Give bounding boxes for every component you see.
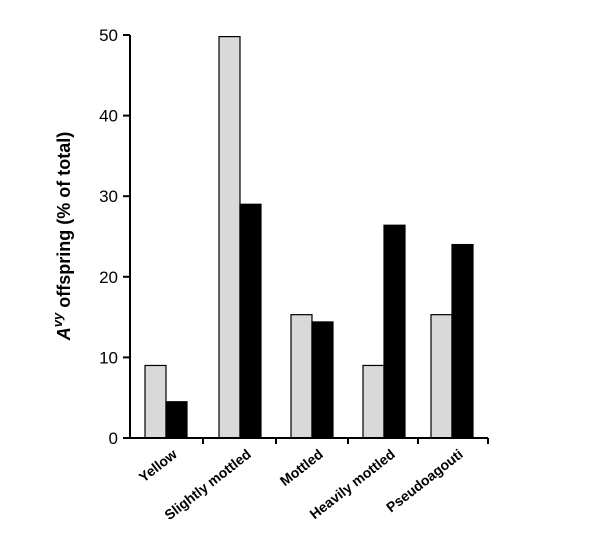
y-tick-label: 0 [109,429,118,448]
y-axis-title: Avy offspring (% of total) [50,132,74,341]
y-tick-label: 50 [99,26,118,45]
bar-dark-pseudoagouti [451,243,474,439]
bars-group [144,36,474,439]
x-ticks-group [202,438,489,444]
bar-dark-slightly-mottled [239,203,262,439]
bar-dark-heavily-mottled [383,224,406,439]
y-tick-label: 20 [99,268,118,287]
bar-dark-mottled [311,321,334,439]
y-axis-title-suffix: offspring (% of total) [54,132,74,313]
y-tick-label: 10 [99,348,118,367]
bar-dark-yellow [165,401,188,439]
y-axis-title-prefix: A [54,327,74,341]
x-category-label: Yellow [136,446,180,486]
bar-light-mottled [290,314,313,439]
y-tick-label: 30 [99,187,118,206]
bar-light-slightly-mottled [218,36,241,439]
bar-light-pseudoagouti [430,314,453,439]
bar-light-yellow [144,364,167,439]
y-tick-label: 40 [99,107,118,126]
y-axis-title-superscript: vy [50,312,65,327]
x-category-label: Mottled [277,446,326,489]
bar-light-heavily-mottled [362,364,385,439]
axes-group [129,35,488,439]
y-ticks-group: 0 10 20 30 40 50 [99,26,130,448]
